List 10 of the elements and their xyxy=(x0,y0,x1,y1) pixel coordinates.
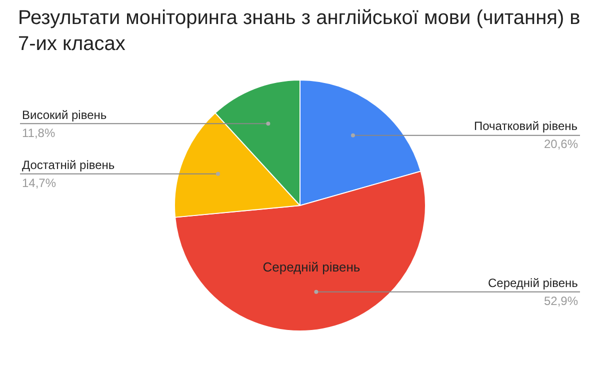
slice-label: Середній рівень xyxy=(262,260,360,275)
data-label: 11,8% xyxy=(22,126,56,140)
slice-label: Високий рівень xyxy=(22,108,107,122)
slice-label: Достатній рівень xyxy=(22,158,115,172)
data-label: 14,7% xyxy=(22,176,56,190)
chart-title: Результати моніторинга знань з англійської мови (читання) в 7-их класах xyxy=(18,7,580,55)
data-label: 20,6% xyxy=(544,137,578,151)
data-label: 52,9% xyxy=(544,294,578,308)
slice-label: Середній рівень xyxy=(488,276,578,290)
slice-label: Початковий рівень xyxy=(474,119,578,133)
